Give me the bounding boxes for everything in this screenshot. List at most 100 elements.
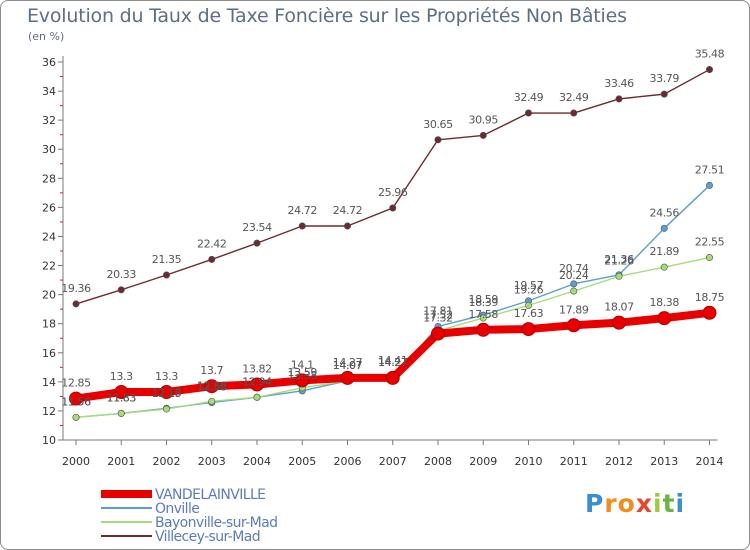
data-label: 32.49 <box>514 91 544 104</box>
data-label: 21.26 <box>604 254 634 267</box>
legend-label: Villecey-sur-Mad <box>155 529 260 545</box>
data-label: 19.26 <box>514 283 544 296</box>
data-label: 12.18 <box>152 386 182 399</box>
logo-letter: i <box>675 489 686 518</box>
data-labels: 19.36 20.33 21.35 22.42 23.54 24.72 24.72 25.96… <box>61 48 725 409</box>
x-tick-label: 2003 <box>198 455 226 468</box>
data-label: 20.74 <box>559 262 589 275</box>
data-point <box>570 287 578 295</box>
y-tick-label: 16 <box>42 347 56 360</box>
legend: VANDELAINVILLEOnvilleBayonville-sur-MadV… <box>101 487 278 545</box>
data-point <box>657 311 672 326</box>
x-tick-label: 2006 <box>334 455 362 468</box>
x-tick-label: 2001 <box>107 455 135 468</box>
x-tick-label: 2007 <box>379 455 407 468</box>
data-label: 18.59 <box>469 293 499 306</box>
axes: 10 12 14 16 18 20 22 24 26 28 30 32 34 36 2000 2001 2002… <box>42 56 724 468</box>
x-tick-label: 2004 <box>243 455 271 468</box>
chart-title: Evolution du Taux de Taxe Foncière sur l… <box>27 5 627 27</box>
data-point <box>612 315 626 330</box>
x-tick-label: 2013 <box>650 455 678 468</box>
data-label: 14.27 <box>333 356 363 369</box>
data-label: 21.89 <box>650 245 680 258</box>
logo-letter: t <box>662 489 676 518</box>
data-label: 12.94 <box>242 375 272 388</box>
data-label: 27.51 <box>695 163 725 176</box>
data-point <box>434 136 442 144</box>
y-tick-label: 28 <box>42 172 56 185</box>
data-point <box>524 301 532 309</box>
data-label: 14.07 <box>333 359 363 372</box>
data-label: 14.27 <box>378 356 408 369</box>
data-point <box>208 397 216 405</box>
data-point <box>660 263 668 271</box>
data-label: 30.95 <box>469 113 499 126</box>
y-tick-label: 30 <box>42 143 56 156</box>
data-label: 11.56 <box>61 395 91 408</box>
data-label: 17.63 <box>514 307 544 320</box>
data-label: 12.13 <box>152 387 182 400</box>
series-points <box>69 66 717 421</box>
y-tick-label: 32 <box>42 114 56 127</box>
data-label: 25.96 <box>378 186 408 199</box>
data-label: 12.94 <box>242 375 272 388</box>
data-label: 13.3 <box>155 370 178 383</box>
logo-letter: i <box>653 489 663 518</box>
data-point <box>72 413 80 421</box>
data-label: 21.36 <box>604 253 634 266</box>
y-tick-label: 24 <box>42 230 56 243</box>
data-label: 17.81 <box>423 304 453 317</box>
data-label: 23.54 <box>242 221 272 234</box>
x-tick-label: 2002 <box>153 455 181 468</box>
data-point <box>385 370 400 385</box>
data-label: 13.3 <box>110 370 133 383</box>
data-point <box>702 305 717 320</box>
data-point <box>476 322 491 337</box>
data-point <box>615 272 623 280</box>
logo-letter: r <box>604 489 618 518</box>
y-tick-label: 18 <box>42 318 56 331</box>
data-point <box>479 314 487 322</box>
data-point <box>253 239 261 247</box>
data-label: 18.75 <box>695 291 725 304</box>
y-tick-label: 12 <box>42 405 56 418</box>
data-label: 33.79 <box>650 72 680 85</box>
data-label: 12.85 <box>61 377 91 390</box>
data-label: 13.59 <box>288 366 318 379</box>
y-tick-label: 26 <box>42 201 56 214</box>
data-label: 18.38 <box>650 296 680 309</box>
y-tick-label: 36 <box>42 56 56 69</box>
data-point <box>705 181 713 189</box>
data-label: 24.56 <box>650 206 680 219</box>
x-tick-label: 2011 <box>560 455 588 468</box>
data-point <box>114 385 129 400</box>
data-point <box>117 409 125 417</box>
y-unit-label: (en %) <box>28 30 65 43</box>
data-label: 11.83 <box>107 391 137 404</box>
logo-letter: x <box>635 489 653 518</box>
x-tick-label: 2010 <box>515 455 543 468</box>
x-tick-label: 2012 <box>605 455 633 468</box>
data-point <box>389 204 397 212</box>
logo-letter: o <box>617 489 636 518</box>
data-label: 32.49 <box>559 91 589 104</box>
data-label: 20.24 <box>559 269 589 282</box>
y-tick-label: 34 <box>42 85 56 98</box>
x-tick-label: 2000 <box>62 455 90 468</box>
data-point <box>253 393 261 401</box>
data-point <box>705 254 713 262</box>
data-label: 14.07 <box>333 359 363 372</box>
data-label: 12.58 <box>197 380 227 393</box>
legend-label: VANDELAINVILLE <box>155 487 265 503</box>
data-point <box>615 95 623 103</box>
data-label: 11.56 <box>61 395 91 408</box>
data-point <box>660 224 668 232</box>
data-label: 18.07 <box>604 301 634 314</box>
data-point <box>208 255 216 263</box>
data-label: 14.41 <box>378 354 408 367</box>
y-tick-label: 10 <box>42 434 56 447</box>
data-point <box>72 300 80 308</box>
data-label: 21.35 <box>152 253 182 266</box>
data-point <box>431 326 445 341</box>
